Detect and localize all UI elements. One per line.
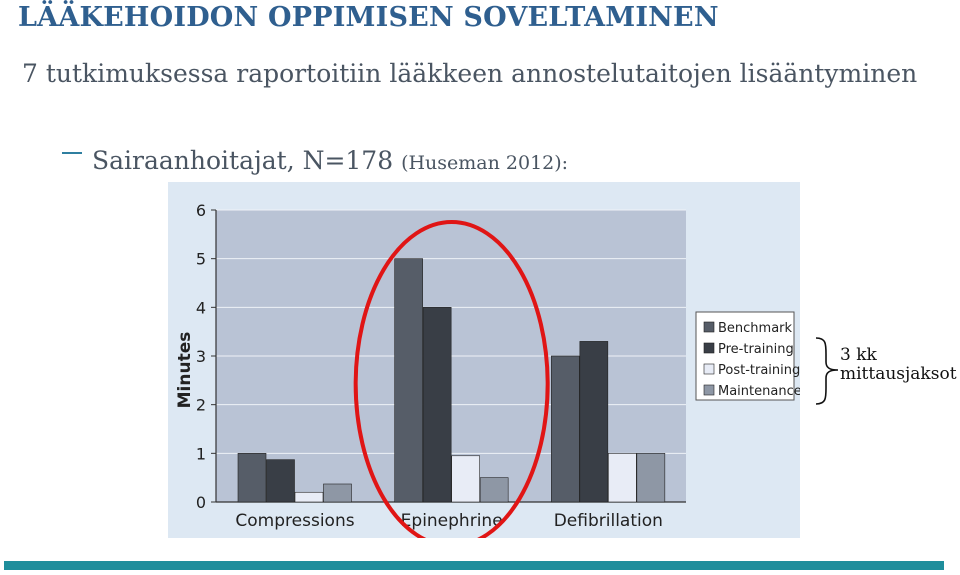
legend-label: Pre-training	[718, 342, 794, 357]
legend-swatch	[703, 363, 715, 375]
chart-image: 0 1 2 3 4 5 6 Minutes Compressions Epinephrine Def…	[168, 182, 800, 538]
brace-label-line2: mittausjaksot	[840, 364, 957, 384]
y-tick-label: 1	[196, 444, 206, 463]
bar-compressions-2	[294, 491, 324, 503]
bullet-point-studies: 7 tutkimuksessa raportoitiin lääkkeen an…	[22, 59, 918, 88]
bar-defibrillation-0	[551, 355, 580, 503]
bar-defibrillation-3	[636, 453, 666, 503]
bar-epinephrine-0	[394, 258, 423, 503]
y-tick-label: 0	[196, 493, 206, 512]
brace-label-line1: 3 kk	[840, 345, 877, 365]
bar-epinephrine-3	[479, 477, 509, 503]
legend-swatch	[703, 321, 715, 333]
curly-brace	[815, 337, 839, 405]
legend-label: Post-training	[718, 363, 800, 378]
x-tick-label: Epinephrine	[401, 511, 503, 531]
y-tick-label: 2	[196, 396, 206, 415]
bullet-nurses-citation: (Huseman 2012):	[401, 152, 569, 174]
y-tick-label: 6	[196, 201, 206, 220]
bar-epinephrine-1	[422, 307, 452, 503]
x-tick-label: Compressions	[235, 511, 354, 531]
bar-compressions-0	[237, 453, 267, 503]
legend-label: Maintenance	[718, 384, 800, 399]
legend-swatch	[703, 342, 715, 354]
bar-compressions-3	[323, 483, 352, 503]
bullet-point-nurses: Sairaanhoitajat, N=178 (Huseman 2012):	[92, 146, 568, 175]
legend-label: Benchmark	[718, 321, 793, 336]
bar-chart: 0 1 2 3 4 5 6 Minutes Compressions Epinephrine Def…	[175, 201, 800, 538]
y-axis-label: Minutes	[175, 332, 195, 409]
bottom-accent-bar	[4, 561, 944, 570]
bar-defibrillation-2	[608, 453, 637, 503]
sub-bullet-dash	[62, 152, 82, 154]
legend-swatch	[703, 384, 715, 396]
y-tick-label: 4	[196, 298, 206, 317]
measurement-periods-label: 3 kk mittausjaksot	[840, 346, 957, 384]
bullet-nurses-text: Sairaanhoitajat, N=178	[92, 146, 394, 175]
bar-compressions-1	[266, 459, 295, 503]
y-tick-label: 3	[196, 347, 206, 366]
y-tick-label: 5	[196, 250, 206, 269]
slide-title: LÄÄKEHOIDON OPPIMISEN SOVELTAMINEN	[18, 2, 719, 33]
bar-epinephrine-2	[451, 455, 480, 503]
highlight-ellipse	[353, 220, 550, 538]
x-tick-label: Defibrillation	[554, 511, 663, 531]
bar-defibrillation-1	[579, 341, 609, 503]
